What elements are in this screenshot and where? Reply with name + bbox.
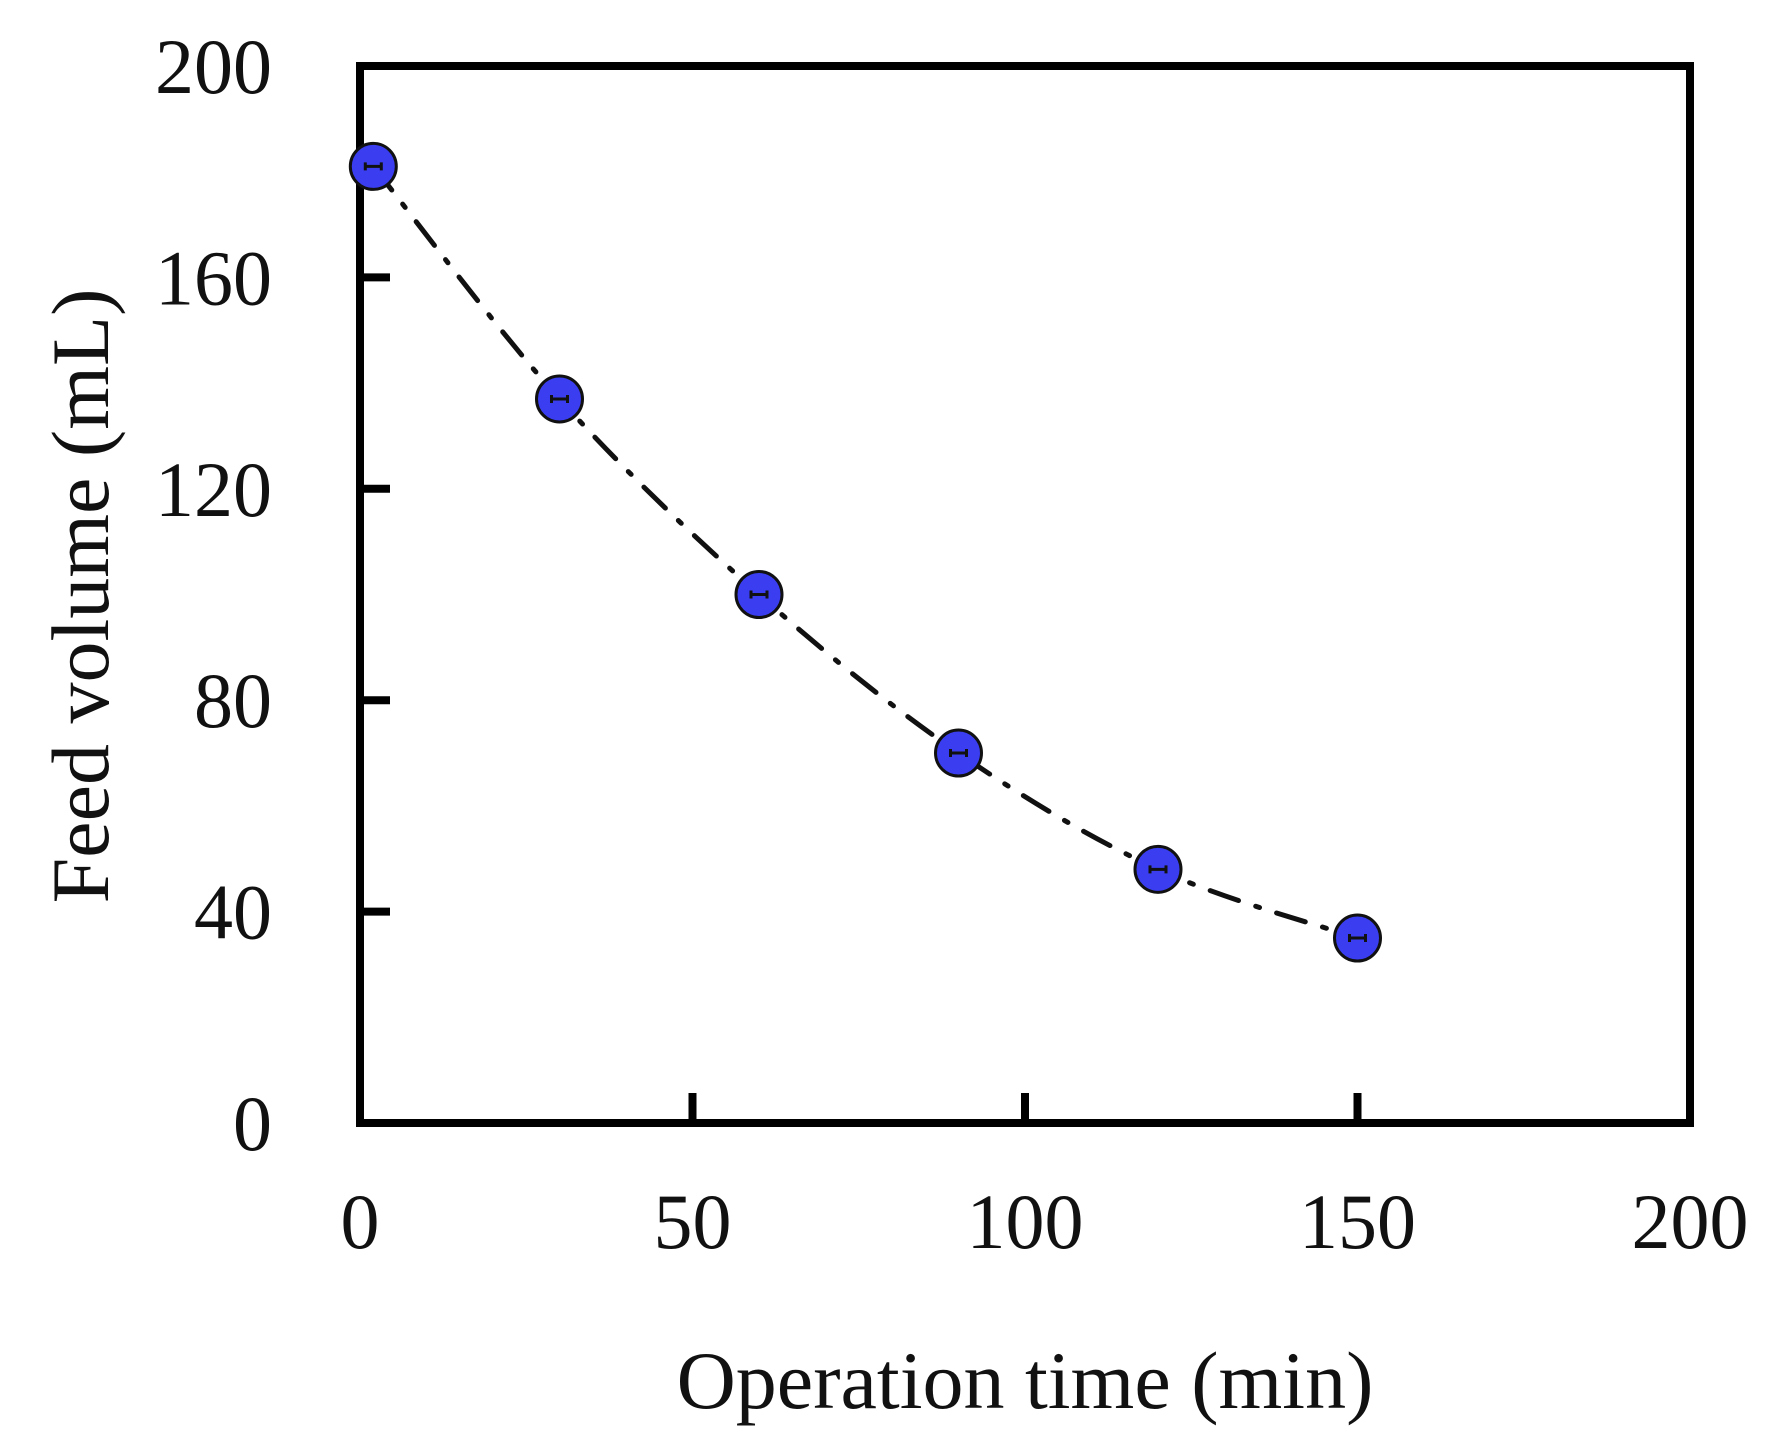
x-tick-labels: 0 50 100 150 200	[341, 1178, 1749, 1265]
x-axis-title: Operation time (min)	[677, 1335, 1374, 1426]
error-bar	[949, 749, 968, 758]
error-bar	[363, 162, 383, 171]
error-bar	[1148, 865, 1168, 874]
x-tick-label: 0	[341, 1178, 380, 1265]
x-tick-label: 100	[967, 1178, 1084, 1265]
y-tick-label: 160	[155, 234, 272, 321]
y-tick-label: 0	[233, 1080, 272, 1167]
error-bar	[749, 590, 769, 599]
y-tick-label: 40	[194, 869, 272, 956]
y-tick-label: 120	[155, 446, 272, 533]
data-point	[348, 141, 398, 191]
y-tick-label: 200	[155, 23, 272, 110]
x-tick-label: 50	[654, 1178, 732, 1265]
error-bar	[550, 394, 569, 403]
x-ticks	[688, 1093, 1362, 1123]
x-tick-label: 150	[1299, 1178, 1416, 1265]
y-ticks	[360, 273, 390, 916]
x-tick-label: 200	[1632, 1178, 1749, 1265]
data-point	[734, 570, 784, 619]
data-point	[1333, 913, 1382, 963]
data-point	[535, 374, 584, 424]
y-tick-label: 80	[194, 657, 272, 744]
plot-frame	[356, 62, 1694, 1127]
data-points	[348, 141, 1382, 963]
fit-line	[370, 163, 1360, 941]
error-bar	[1348, 934, 1367, 943]
data-point	[934, 728, 983, 778]
data-point	[1133, 844, 1183, 894]
y-tick-labels: 0 40 80 120 160 200	[155, 23, 272, 1167]
y-axis-title: Feed volume (mL)	[35, 289, 126, 904]
